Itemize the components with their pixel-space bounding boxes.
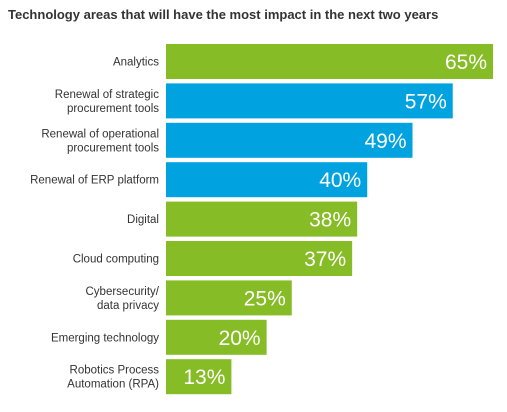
value-label-9: 13%: [183, 366, 225, 389]
bar-9: [166, 359, 232, 395]
bar-2: [166, 83, 453, 119]
value-label-3: 49%: [364, 130, 406, 153]
bar-3: [166, 122, 413, 158]
category-label-line: data privacy: [97, 300, 159, 312]
value-label-5: 38%: [309, 209, 351, 232]
category-label-line: procurement tools: [67, 103, 159, 115]
category-label-line: Renewal of ERP platform: [30, 175, 159, 187]
chart-title: Technology areas that will have the most…: [8, 7, 439, 22]
category-label-3: Renewal of operational procurement tools: [41, 128, 159, 154]
value-label-4: 40%: [319, 169, 361, 192]
category-label-line: Digital: [127, 214, 159, 226]
category-label-8: Emerging technology: [51, 332, 159, 344]
category-label-5: Digital: [127, 214, 159, 226]
value-label-7: 25%: [244, 287, 286, 310]
category-label-1: Analytics: [113, 57, 159, 69]
bar-6: [166, 241, 353, 276]
bar-7: [166, 280, 292, 316]
bar-1: [166, 44, 493, 79]
value-label-2: 57%: [405, 90, 447, 113]
category-label-line: Cybersecurity/: [86, 286, 160, 298]
category-label-line: procurement tools: [67, 142, 159, 154]
category-label-line: Cloud computing: [73, 254, 159, 266]
category-label-9: Robotics Process Automation (RPA): [67, 365, 159, 391]
bar-5: [166, 201, 358, 237]
category-label-line: Renewal of strategic: [55, 89, 159, 101]
value-label-1: 65%: [445, 51, 487, 74]
category-label-7: Cybersecurity/data privacy: [86, 286, 160, 312]
category-label-6: Cloud computing: [73, 254, 159, 266]
category-label-line: Automation (RPA): [67, 379, 159, 391]
category-label-line: Robotics Process: [70, 365, 160, 377]
value-label-6: 37%: [304, 248, 346, 271]
category-label-2: Renewal of strategic procurement tools: [55, 89, 159, 115]
category-label-line: Emerging technology: [51, 332, 159, 344]
category-label-4: Renewal of ERP platform: [30, 175, 159, 187]
category-label-line: Renewal of operational: [41, 128, 159, 140]
bar-4: [166, 162, 368, 198]
bar-8: [166, 319, 267, 355]
value-label-8: 20%: [219, 327, 261, 350]
category-label-line: Analytics: [113, 57, 159, 69]
